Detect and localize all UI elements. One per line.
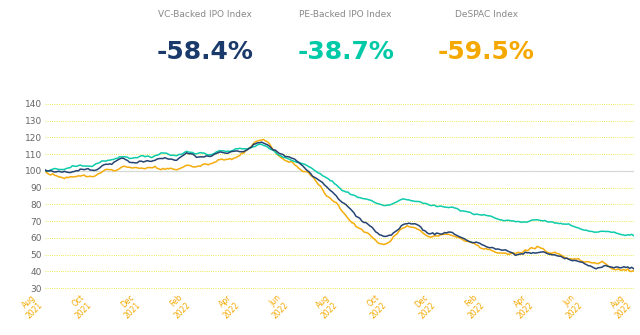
Text: -38.7%: -38.7% [297,40,394,64]
Text: VC-Backed IPO Index: VC-Backed IPO Index [158,10,252,19]
Text: -59.5%: -59.5% [438,40,535,64]
Text: DeSPAC Index: DeSPAC Index [455,10,518,19]
Text: PE-Backed IPO Index: PE-Backed IPO Index [300,10,392,19]
Text: -58.4%: -58.4% [156,40,253,64]
